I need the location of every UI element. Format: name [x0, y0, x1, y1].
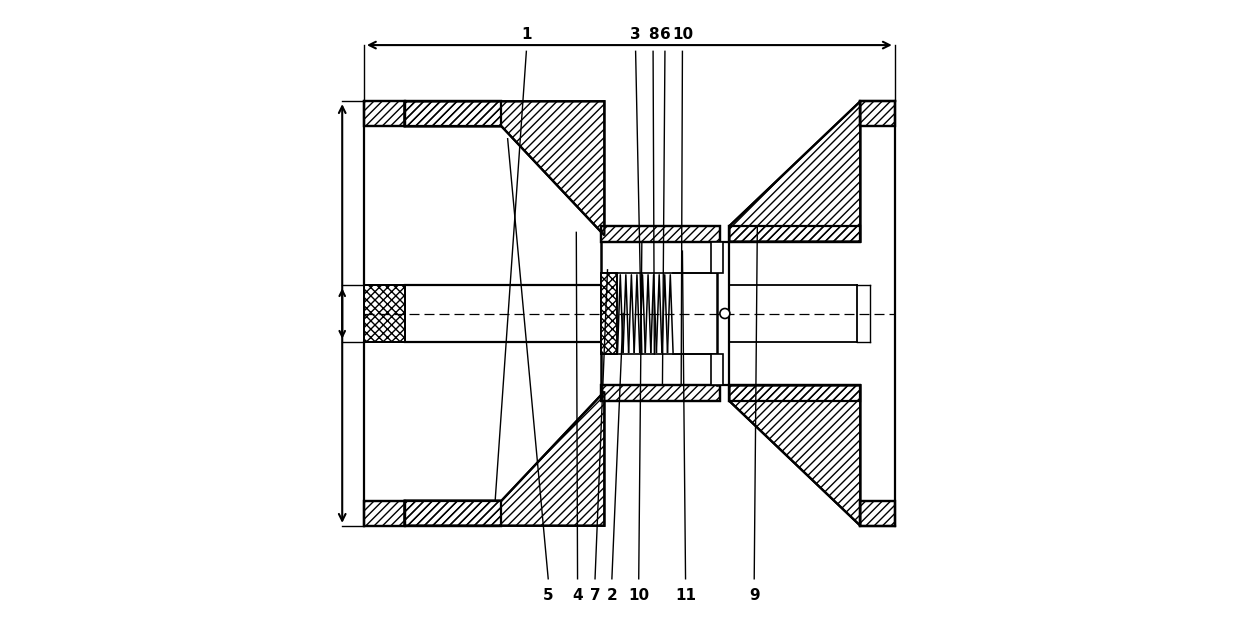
Polygon shape: [601, 226, 720, 242]
Polygon shape: [729, 385, 861, 401]
Polygon shape: [711, 354, 723, 385]
Text: 7: 7: [590, 588, 600, 603]
Polygon shape: [365, 501, 404, 525]
Text: 5: 5: [543, 588, 553, 603]
Polygon shape: [729, 102, 861, 242]
Polygon shape: [601, 273, 616, 354]
Polygon shape: [861, 102, 894, 126]
Text: 10: 10: [672, 27, 693, 42]
Polygon shape: [729, 226, 861, 242]
Text: 1: 1: [521, 27, 532, 42]
Text: 10: 10: [629, 588, 650, 603]
Text: 4: 4: [572, 588, 583, 603]
Polygon shape: [711, 242, 723, 273]
Polygon shape: [404, 391, 604, 525]
Polygon shape: [365, 102, 404, 126]
Polygon shape: [861, 501, 894, 525]
Text: 9: 9: [749, 588, 760, 603]
Polygon shape: [404, 102, 604, 236]
Text: 11: 11: [675, 588, 696, 603]
Polygon shape: [365, 285, 404, 342]
Circle shape: [720, 308, 730, 319]
Text: 6: 6: [660, 27, 671, 42]
Polygon shape: [601, 385, 720, 401]
Polygon shape: [404, 102, 501, 126]
Polygon shape: [365, 126, 888, 501]
Polygon shape: [404, 501, 501, 525]
Polygon shape: [729, 385, 861, 525]
Text: 8: 8: [647, 27, 658, 42]
Text: 3: 3: [630, 27, 641, 42]
Text: 2: 2: [606, 588, 618, 603]
